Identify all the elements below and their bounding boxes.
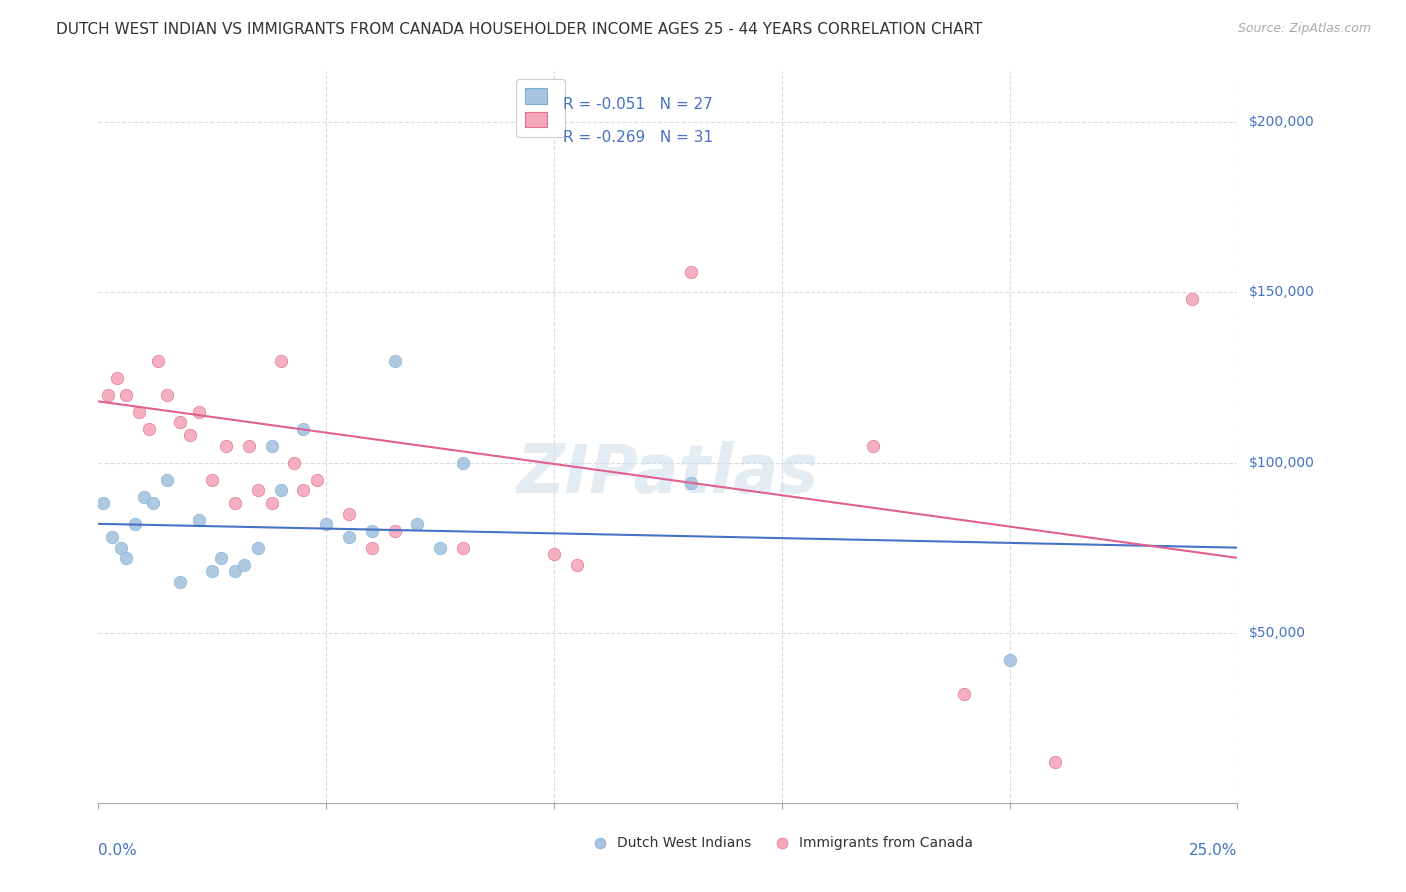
Text: ZIPatlas: ZIPatlas [517, 441, 818, 507]
Point [292, 421, 315, 435]
Point [384, 353, 406, 368]
Point [451, 456, 474, 470]
Text: R = -0.051   N = 27: R = -0.051 N = 27 [562, 96, 713, 112]
Point [283, 456, 305, 470]
Point [224, 496, 246, 510]
Point [998, 653, 1021, 667]
Point [201, 565, 224, 579]
Text: $150,000: $150,000 [1249, 285, 1315, 300]
Point [246, 541, 269, 555]
Point [101, 531, 124, 545]
Point [384, 524, 406, 538]
Point [156, 387, 179, 401]
Point [209, 550, 232, 565]
Point [114, 550, 136, 565]
Point [565, 558, 588, 572]
Point [862, 439, 884, 453]
Point [315, 516, 337, 531]
Text: $50,000: $50,000 [1249, 625, 1305, 640]
Point [238, 439, 260, 453]
Point [270, 483, 292, 497]
Text: Immigrants from Canada: Immigrants from Canada [799, 836, 973, 850]
Point [360, 524, 382, 538]
Point [451, 541, 474, 555]
Point [132, 490, 155, 504]
Point [138, 421, 160, 435]
Point [260, 496, 283, 510]
Point [169, 415, 191, 429]
Point [215, 439, 238, 453]
Point [114, 387, 136, 401]
Point [105, 370, 128, 384]
Text: Source: ZipAtlas.com: Source: ZipAtlas.com [1237, 22, 1371, 36]
Point [1181, 293, 1204, 307]
Point [201, 473, 224, 487]
Point [124, 516, 146, 531]
Point [679, 265, 702, 279]
Point [128, 404, 150, 418]
Point [110, 541, 132, 555]
Point [224, 565, 246, 579]
Point [179, 428, 201, 442]
Point [96, 387, 118, 401]
Text: 25.0%: 25.0% [1189, 843, 1237, 858]
Point [246, 483, 269, 497]
Point [406, 516, 429, 531]
Text: DUTCH WEST INDIAN VS IMMIGRANTS FROM CANADA HOUSEHOLDER INCOME AGES 25 - 44 YEAR: DUTCH WEST INDIAN VS IMMIGRANTS FROM CAN… [56, 22, 983, 37]
Point [307, 473, 329, 487]
Point [187, 404, 209, 418]
Point [142, 496, 165, 510]
Text: Dutch West Indians: Dutch West Indians [617, 836, 751, 850]
Text: $200,000: $200,000 [1249, 115, 1315, 129]
Point [233, 558, 256, 572]
Point [1043, 755, 1066, 769]
Text: $100,000: $100,000 [1249, 456, 1315, 469]
Point [543, 548, 565, 562]
Point [953, 687, 976, 701]
Point [337, 531, 360, 545]
Point [91, 496, 114, 510]
Legend: , : , [516, 79, 565, 137]
Point [260, 439, 283, 453]
Text: R = -0.269   N = 31: R = -0.269 N = 31 [562, 129, 713, 145]
Point [292, 483, 315, 497]
Text: 0.0%: 0.0% [98, 843, 138, 858]
Point [156, 473, 179, 487]
Point [270, 353, 292, 368]
Point [169, 574, 191, 589]
Point [679, 475, 702, 490]
Point [187, 513, 209, 527]
Point [337, 507, 360, 521]
Point [360, 541, 382, 555]
Point [146, 353, 169, 368]
Point [429, 541, 451, 555]
